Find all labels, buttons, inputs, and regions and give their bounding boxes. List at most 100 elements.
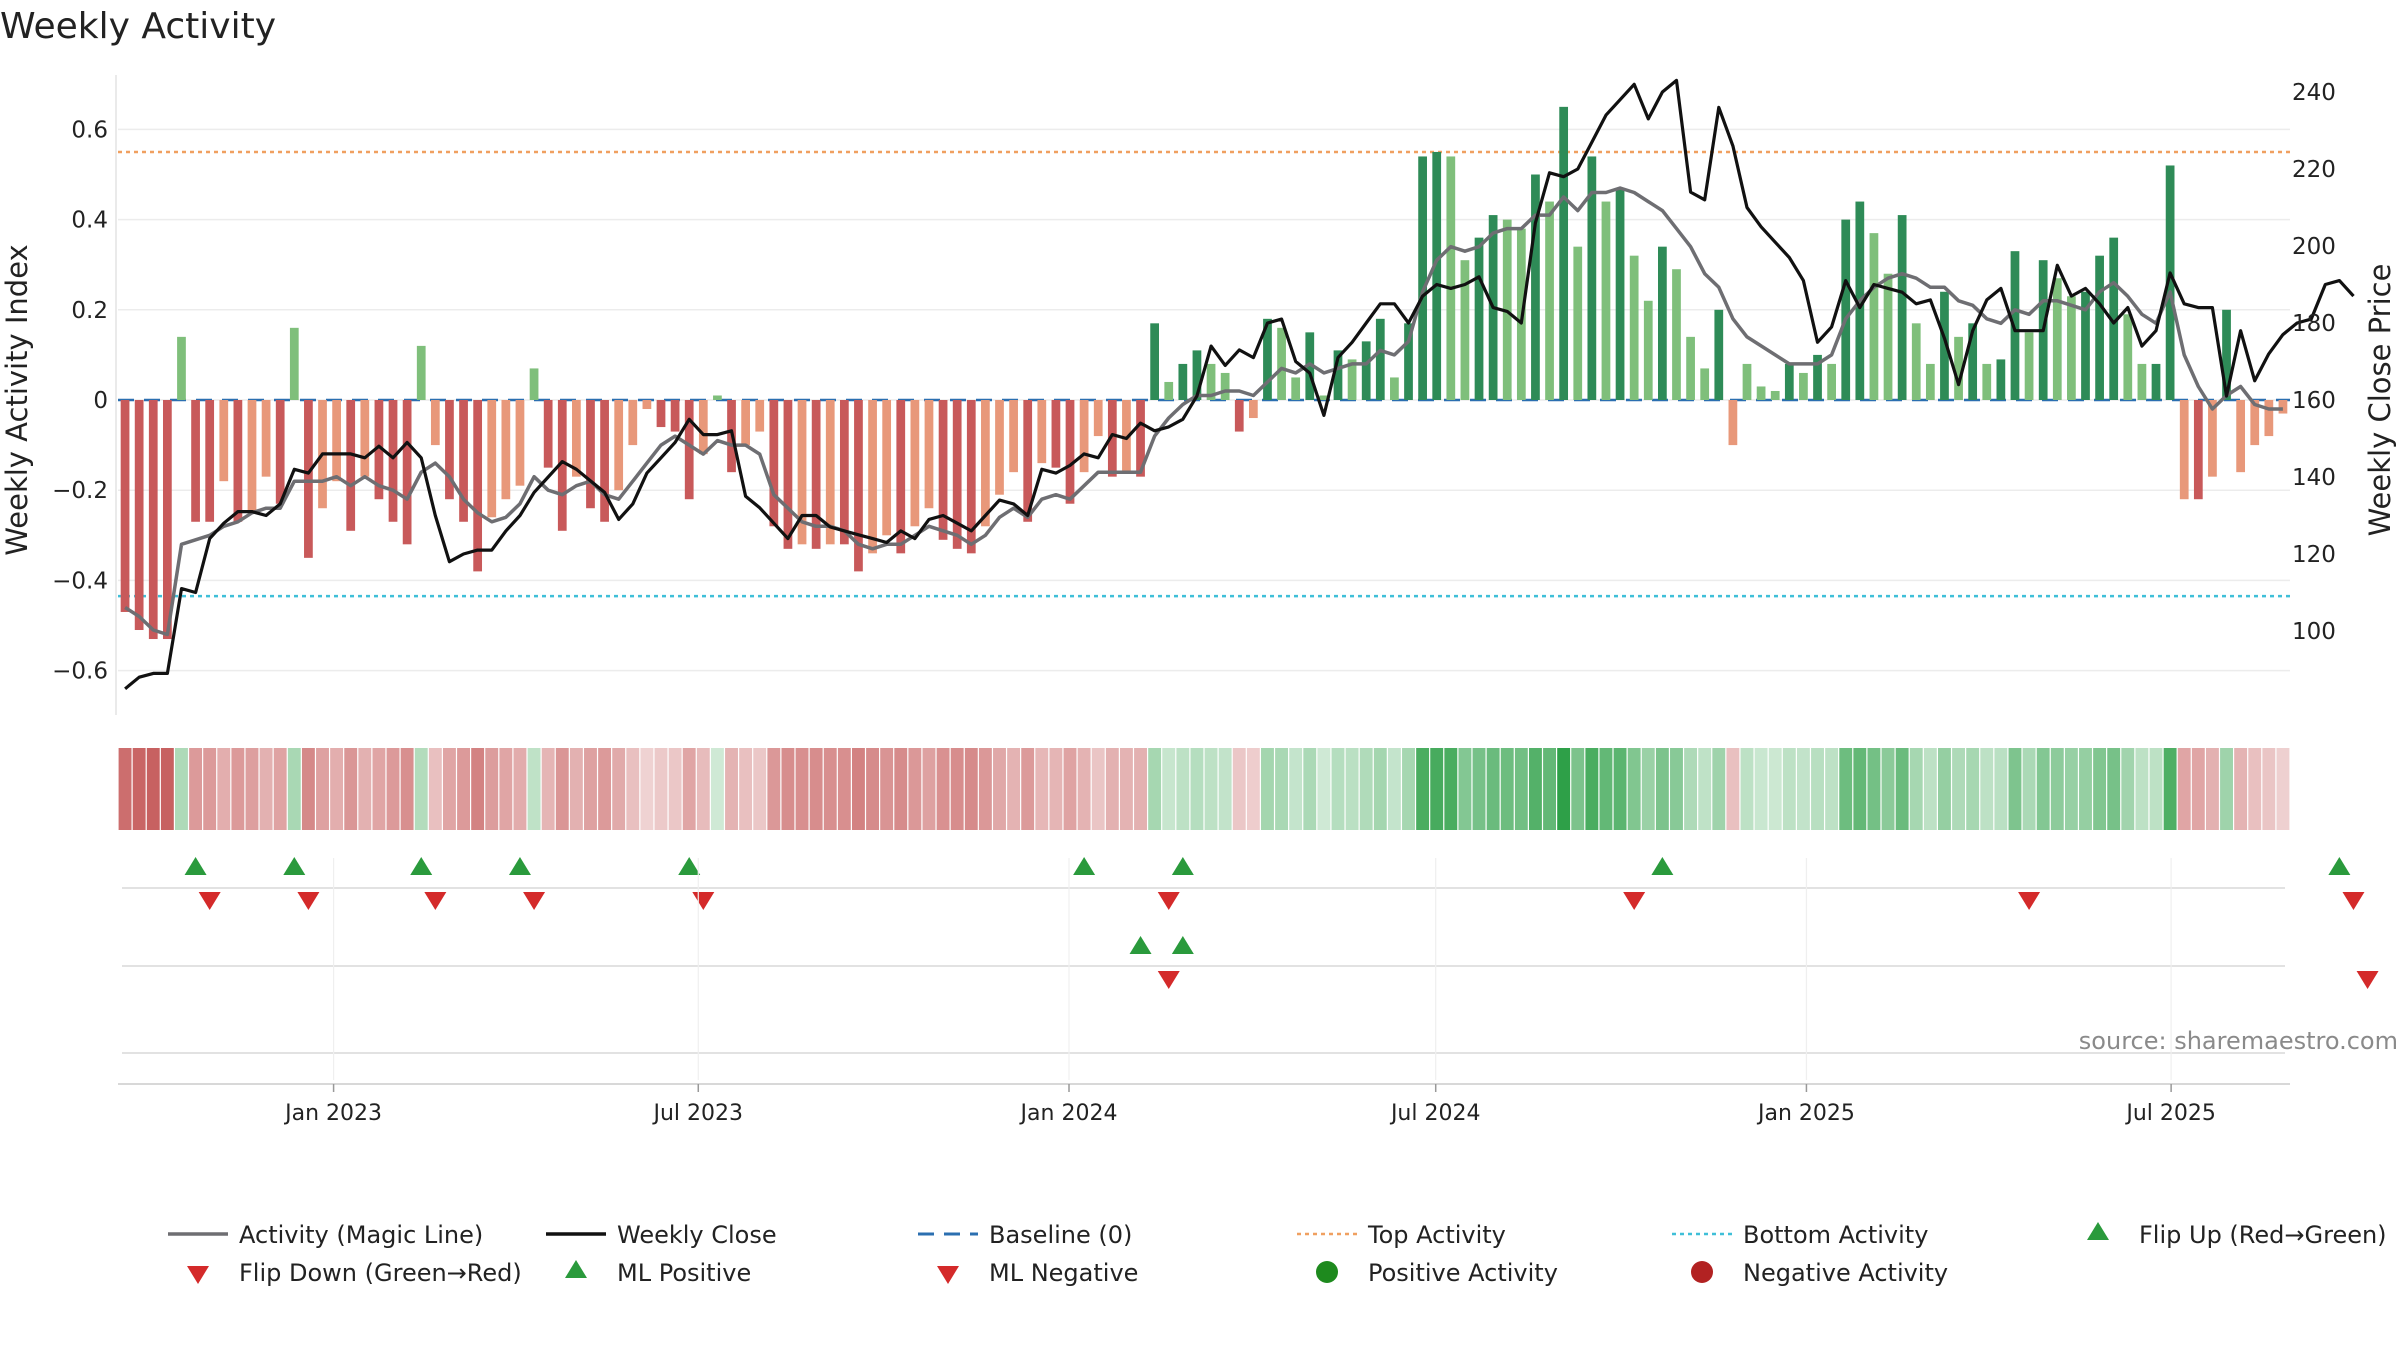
activity-bar bbox=[1234, 400, 1244, 432]
heat-cell bbox=[1148, 748, 1162, 830]
ml-positive-marker bbox=[1171, 936, 1194, 954]
activity-bar bbox=[2109, 237, 2119, 400]
heat-cell bbox=[2149, 748, 2163, 830]
heat-cell bbox=[710, 748, 724, 830]
chart-title: Weekly Activity bbox=[0, 6, 276, 47]
activity-bar bbox=[924, 400, 934, 509]
activity-bar bbox=[2095, 255, 2104, 400]
activity-bar bbox=[219, 400, 229, 482]
heat-cell bbox=[316, 748, 329, 830]
legend: Activity (Magic Line) Weekly Close Baselin… bbox=[168, 1221, 2387, 1287]
y-axis-ticks: 0.6 0.4 0.2 0 −0.2 −0.4 −0.6 bbox=[52, 117, 108, 684]
activity-bar bbox=[713, 395, 722, 400]
heat-cell bbox=[1853, 748, 1867, 830]
activity-bar bbox=[1841, 219, 1851, 400]
date-tick-label: Jul 2025 bbox=[2124, 1101, 2216, 1126]
heat-cell bbox=[2177, 748, 2191, 830]
activity-bar bbox=[2193, 400, 2203, 500]
flip-up-marker bbox=[1171, 857, 1194, 875]
heat-cell bbox=[400, 748, 414, 830]
activity-bar bbox=[374, 400, 384, 500]
legend-label: ML Positive bbox=[617, 1259, 751, 1287]
heat-cell bbox=[1232, 748, 1246, 830]
activity-bar bbox=[1079, 400, 1089, 473]
heat-cell bbox=[598, 748, 612, 830]
heat-cell bbox=[753, 748, 767, 830]
legend-label: Top Activity bbox=[1367, 1221, 1506, 1249]
activity-bar bbox=[1432, 151, 1442, 400]
activity-bar bbox=[275, 400, 285, 504]
heat-cell bbox=[1317, 748, 1331, 830]
y-tick-label: −0.6 bbox=[52, 659, 108, 685]
activity-bar bbox=[1333, 350, 1343, 400]
activity-bar bbox=[1093, 400, 1103, 437]
y2-tick-label: 180 bbox=[2292, 311, 2336, 337]
heat-cell bbox=[175, 748, 188, 830]
activity-bar bbox=[1615, 188, 1625, 400]
heat-cell bbox=[1684, 748, 1698, 830]
heat-cell bbox=[1514, 748, 1528, 830]
activity-bar bbox=[1940, 291, 1949, 400]
heat-cell bbox=[1063, 748, 1077, 830]
activity-bar bbox=[1009, 400, 1018, 473]
activity-bar bbox=[1827, 363, 1836, 400]
activity-bar bbox=[572, 400, 581, 477]
heat-cell bbox=[993, 748, 1006, 830]
heat-cell bbox=[1698, 748, 1712, 830]
date-tick-label: Jan 2025 bbox=[1756, 1101, 1855, 1126]
heat-cell bbox=[2008, 748, 2022, 830]
heat-cell bbox=[1289, 748, 1303, 830]
activity-bar bbox=[1192, 350, 1202, 400]
activity-bar bbox=[261, 400, 271, 477]
heat-cell bbox=[259, 748, 273, 830]
y-tick-label: 0.2 bbox=[71, 298, 108, 324]
legend-item: Positive Activity bbox=[1316, 1259, 1558, 1287]
activity-bar bbox=[1784, 363, 1794, 400]
activity-bar bbox=[896, 400, 906, 554]
heat-cell bbox=[1670, 748, 1683, 830]
main-plot: 0.6 0.4 0.2 0 −0.2 −0.4 −0.6 240 220 200 180 160 14… bbox=[0, 75, 2397, 715]
activity-bar bbox=[1559, 106, 1569, 400]
legend-item: ML Negative bbox=[937, 1259, 1138, 1287]
activity-bar bbox=[882, 400, 892, 536]
date-tick-label: Jul 2023 bbox=[652, 1101, 744, 1126]
heat-cell bbox=[852, 748, 865, 830]
activity-bar bbox=[289, 327, 299, 400]
heat-cell bbox=[739, 748, 753, 830]
flip-up-marker bbox=[508, 857, 531, 875]
activity-bar bbox=[769, 400, 779, 527]
activity-bar bbox=[1672, 269, 1681, 400]
date-tick-label: Jul 2024 bbox=[1389, 1101, 1481, 1126]
heat-cell bbox=[668, 748, 682, 830]
activity-bar bbox=[134, 400, 144, 631]
activity-bar bbox=[2250, 400, 2260, 446]
heat-cell bbox=[1613, 748, 1627, 830]
activity-bar bbox=[1206, 363, 1216, 400]
series-lines bbox=[124, 78, 2355, 691]
legend-label: Flip Up (Red→Green) bbox=[2139, 1221, 2387, 1249]
activity-bar bbox=[797, 400, 807, 545]
heat-cell bbox=[1867, 748, 1881, 830]
heat-cell bbox=[1402, 748, 1415, 830]
legend-triangle-down-icon bbox=[937, 1266, 959, 1284]
activity-bar bbox=[1728, 400, 1738, 446]
heat-cell bbox=[1811, 748, 1824, 830]
legend-item: Top Activity bbox=[1297, 1221, 1506, 1249]
activity-bar bbox=[148, 400, 158, 640]
heat-cell bbox=[1980, 748, 1994, 830]
activity-bar bbox=[459, 400, 468, 522]
activity-bar bbox=[416, 345, 426, 400]
heat-cell bbox=[245, 748, 259, 830]
activity-bar bbox=[825, 400, 835, 545]
heat-cell bbox=[428, 748, 442, 830]
heat-cell bbox=[1430, 748, 1444, 830]
flip-up-marker bbox=[184, 857, 207, 875]
heat-cell bbox=[894, 748, 908, 830]
heat-cell bbox=[1091, 748, 1105, 830]
heat-cell bbox=[330, 748, 344, 830]
activity-bar bbox=[2165, 165, 2175, 400]
heat-cell bbox=[767, 748, 781, 830]
heat-cell bbox=[273, 748, 287, 830]
heat-cell bbox=[1373, 748, 1387, 830]
